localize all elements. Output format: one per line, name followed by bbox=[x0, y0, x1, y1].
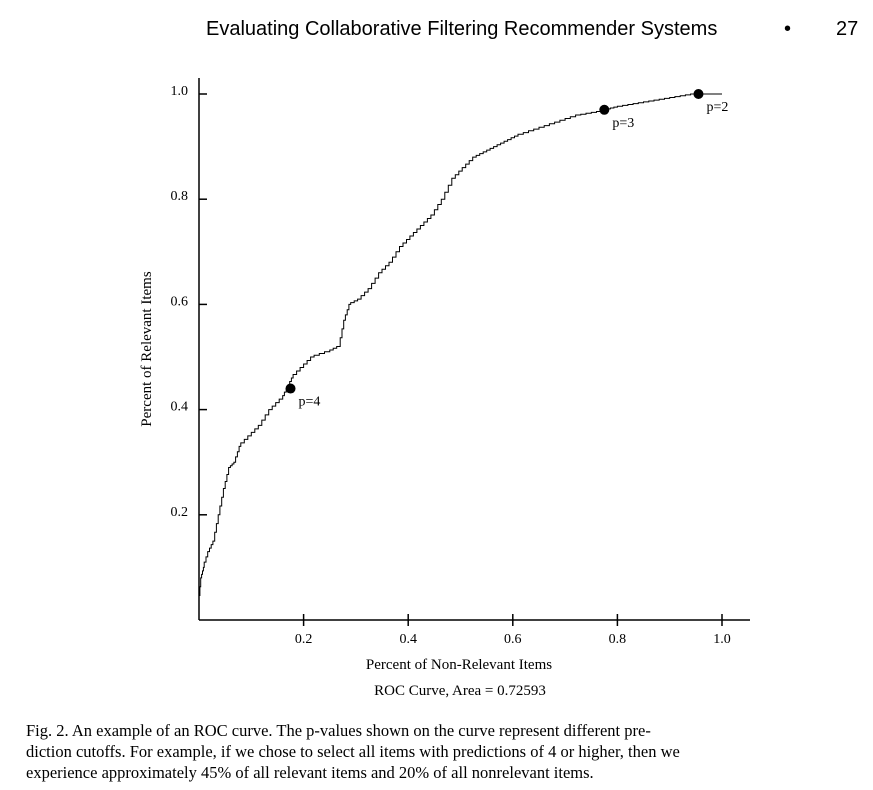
cutoff-label: p=3 bbox=[612, 116, 634, 131]
y-tick-label: 0.4 bbox=[171, 400, 189, 415]
y-tick-label: 0.2 bbox=[171, 505, 189, 520]
chart-subtitle: ROC Curve, Area = 0.72593 bbox=[374, 683, 546, 699]
roc-curve bbox=[198, 93, 722, 605]
cutoff-point bbox=[693, 89, 704, 99]
caption-line: Fig. 2. An example of an ROC curve. The … bbox=[26, 721, 651, 740]
figure-caption: Fig. 2. An example of an ROC curve. The … bbox=[26, 720, 856, 783]
x-tick-label: 0.8 bbox=[609, 632, 627, 647]
x-ticks: 0.2 0.4 0.6 0.8 1.0 bbox=[295, 614, 731, 647]
x-tick-label: 0.4 bbox=[399, 632, 417, 647]
caption-line: experience approximately 45% of all rele… bbox=[26, 763, 594, 782]
x-tick-label: 0.2 bbox=[295, 632, 313, 647]
y-tick-label: 0.8 bbox=[171, 189, 189, 204]
x-tick-label: 0.6 bbox=[504, 632, 522, 647]
page-number: 27 bbox=[836, 18, 859, 40]
caption-line: diction cutoffs. For example, if we chos… bbox=[26, 742, 680, 761]
cutoff-label: p=4 bbox=[299, 395, 321, 410]
y-tick-label: 0.6 bbox=[171, 294, 189, 309]
cutoff-label: p=2 bbox=[706, 100, 728, 115]
x-tick-label: 1.0 bbox=[713, 632, 731, 647]
cutoff-point bbox=[599, 104, 610, 115]
y-ticks: 0.2 0.4 0.6 0.8 1.0 bbox=[171, 84, 207, 520]
roc-chart: 0.20.40.60.81.0 0.2 0.4 0.6 0.8 1.0 p=4p=3p=… bbox=[139, 78, 750, 699]
running-header: Evaluating Collaborative Filtering Recom… bbox=[0, 18, 873, 46]
x-axis-label: Percent of Non-Relevant Items bbox=[366, 657, 552, 673]
y-tick-label: 1.0 bbox=[171, 84, 189, 99]
cutoff-point bbox=[285, 383, 296, 394]
y-axis-label: Percent of Relevant Items bbox=[139, 271, 155, 427]
header-bullet: • bbox=[784, 18, 792, 40]
running-title: Evaluating Collaborative Filtering Recom… bbox=[206, 18, 718, 40]
axes bbox=[198, 78, 750, 621]
cutoff-points: p=4 p=3 p=2 bbox=[285, 89, 728, 410]
